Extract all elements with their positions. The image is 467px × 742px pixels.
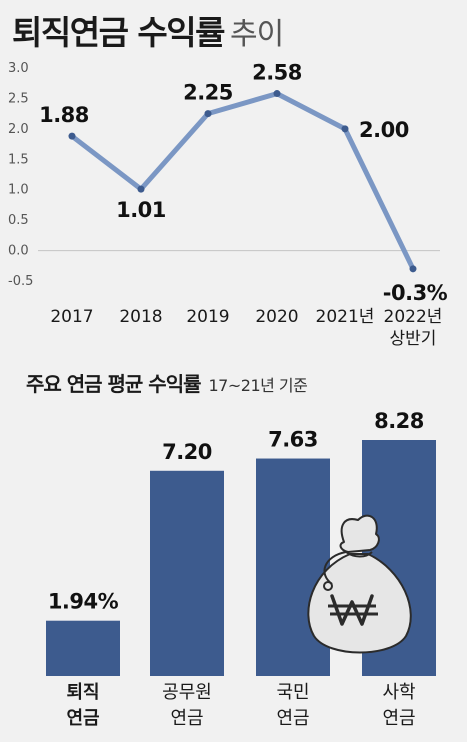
bar-value-label: 8.28: [374, 409, 424, 433]
x-category-label: 사학: [382, 682, 415, 703]
y-tick-label: 3.0: [8, 61, 29, 76]
data-label: 1.01: [116, 198, 166, 222]
x-tick-label: 2022년: [384, 307, 443, 327]
data-label: 1.88: [39, 103, 89, 127]
x-tick-label: 2017: [50, 307, 93, 327]
x-tick-label: 상반기: [390, 329, 437, 349]
data-point: [273, 90, 281, 98]
chart-title: 퇴직연금 수익률 추이: [12, 6, 284, 54]
bar-chart-note: 17~21년 기준: [208, 376, 308, 395]
x-category-label: 연금: [382, 708, 415, 729]
x-tick-label: 2018: [119, 307, 162, 327]
bar-value-label: 7.63: [268, 428, 318, 452]
title-main: 퇴직연금 수익률: [12, 13, 226, 52]
data-label: -0.3%: [383, 281, 448, 305]
data-point: [137, 185, 145, 193]
bar-chart-title: 주요 연금 평균 수익률 17~21년 기준: [26, 368, 308, 397]
money-bag-won-icon: [307, 514, 412, 654]
x-category-label: 연금: [276, 708, 309, 729]
data-point: [341, 125, 349, 133]
y-tick-label: 2.0: [8, 122, 29, 137]
bar-value-label: 7.20: [162, 440, 212, 464]
x-category-label: 연금: [170, 708, 203, 729]
data-label: 2.00: [359, 118, 409, 142]
money-bag-top: [339, 514, 380, 553]
x-tick-label: 2020: [255, 307, 298, 327]
y-tick-label: 0.0: [8, 244, 29, 259]
x-tick-label: 2019: [186, 307, 229, 327]
x-tick-label: 2021년: [316, 307, 375, 327]
title-suffix: 추이: [230, 17, 284, 52]
bar: [256, 458, 330, 676]
bar-chart-title-main: 주요 연금 평균 수익률: [26, 372, 201, 396]
series-line: [69, 91, 416, 272]
y-tick-label: 1.0: [8, 183, 29, 198]
line-chart: 3.0 2.5 2.0 1.5 1.0 0.5 0.0 -0.5 1.88 1.01 2.25 2.5…: [8, 61, 448, 349]
y-tick-label: 0.5: [8, 213, 29, 228]
bar: [46, 620, 120, 676]
data-label: 2.25: [183, 81, 233, 105]
data-point: [409, 265, 417, 273]
money-bag-body: [307, 553, 412, 654]
x-category-label: 퇴직: [66, 682, 99, 703]
y-tick-label: 1.5: [8, 152, 29, 167]
data-label: 2.58: [252, 61, 302, 85]
data-point: [68, 132, 76, 140]
x-category-label: 연금: [66, 708, 99, 729]
x-category-label: 국민: [276, 682, 309, 703]
bar: [150, 470, 224, 676]
bar-value-label: 1.94%: [48, 590, 119, 614]
money-bag-knot: [323, 581, 333, 591]
data-point: [204, 110, 212, 118]
y-tick-label: 2.5: [8, 91, 29, 106]
x-category-label: 공무원: [162, 682, 212, 703]
y-tick-label: -0.5: [8, 274, 33, 289]
money-bag-tie: [345, 551, 373, 558]
